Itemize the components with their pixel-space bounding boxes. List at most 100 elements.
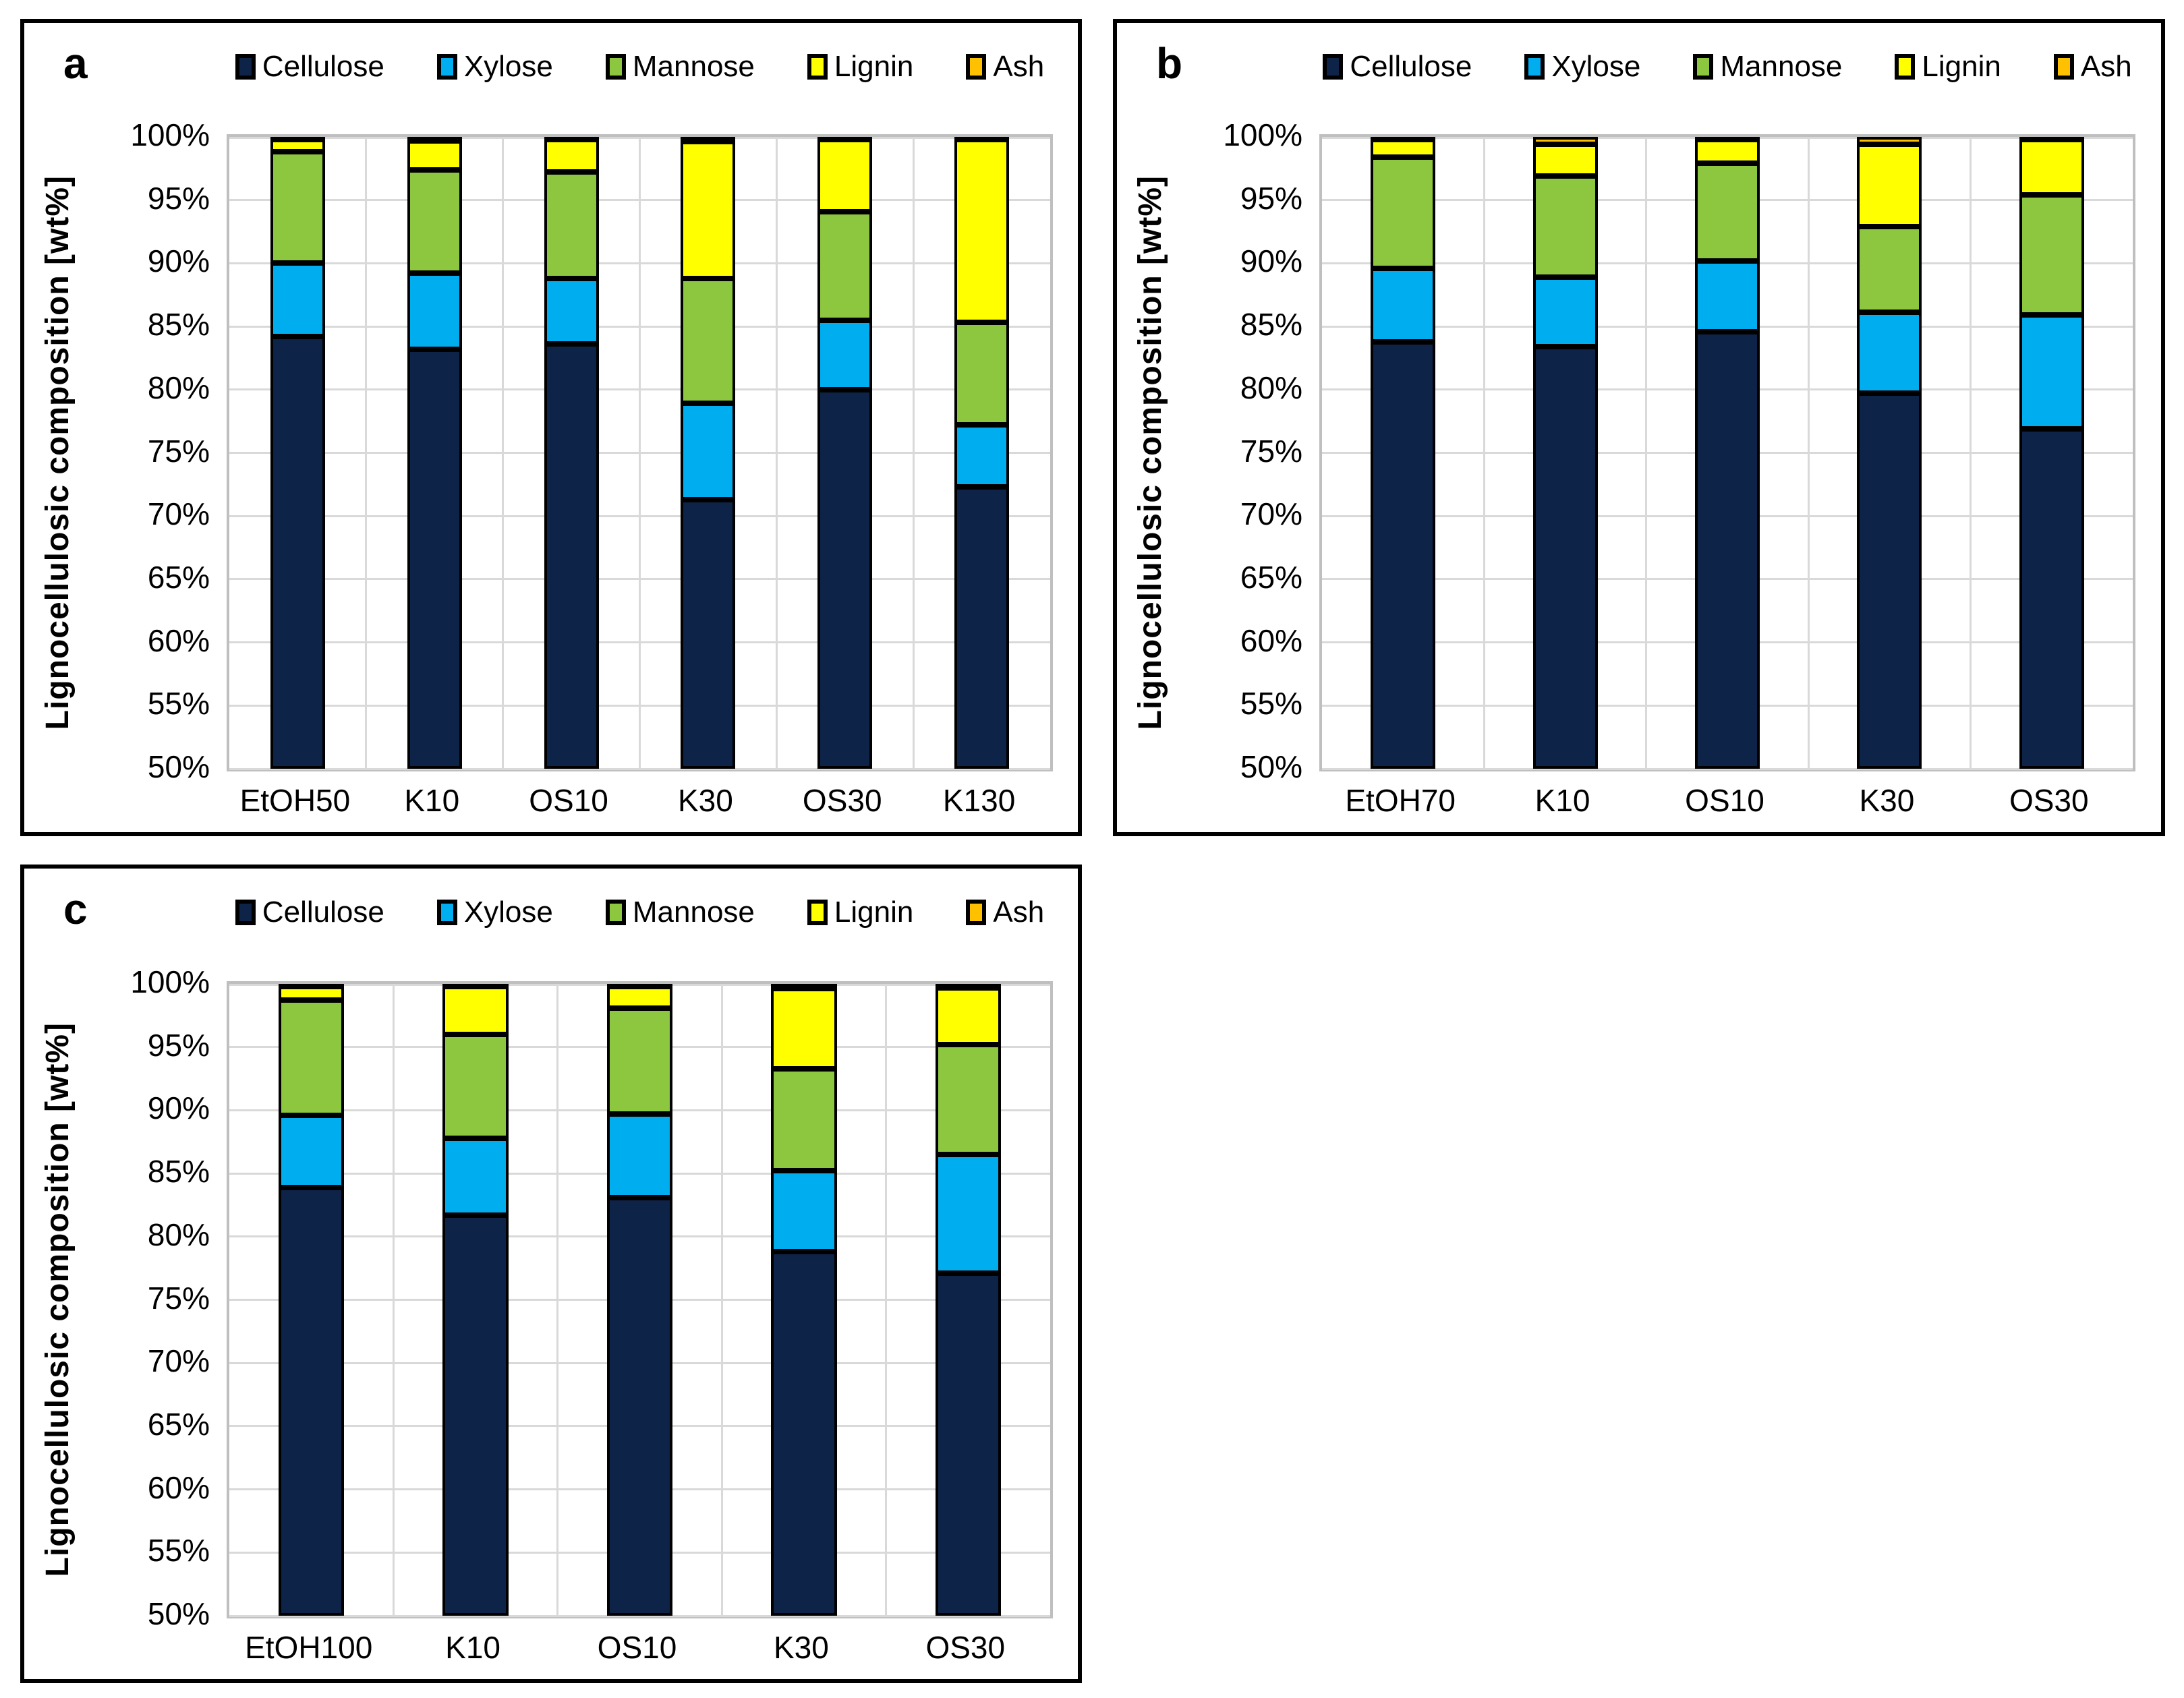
v-gridline	[1483, 137, 1485, 769]
y-tick-label: 55%	[147, 1533, 210, 1569]
bar-segment-ash	[935, 984, 1001, 989]
y-tick-label: 95%	[147, 180, 210, 216]
bar-segment-ash	[544, 137, 599, 142]
legend-item-ash: Ash	[966, 896, 1044, 929]
y-tick-label: 50%	[147, 749, 210, 784]
v-gridline	[720, 984, 723, 1616]
bar-segment-mannose	[2019, 195, 2084, 316]
x-category-label: OS10	[597, 1630, 677, 1665]
bar-segment-cellulose	[681, 499, 736, 769]
legend-label: Xylose	[463, 896, 553, 929]
x-category-label: EtOH50	[239, 783, 351, 818]
legend-swatch-ash	[966, 900, 987, 925]
x-category-label: K10	[1534, 783, 1590, 818]
v-gridline	[639, 137, 641, 769]
bar-segment-xylose	[407, 273, 462, 349]
y-tick-label: 65%	[147, 559, 210, 595]
legend-item-cellulose: Cellulose	[235, 50, 384, 84]
legend-item-xylose: Xylose	[1524, 50, 1640, 84]
y-tick-label: 70%	[1240, 496, 1302, 532]
bar-segment-mannose	[1694, 163, 1760, 261]
legend-label: Ash	[2080, 50, 2132, 83]
y-tick-label: 80%	[147, 370, 210, 405]
bar-segment-xylose	[1694, 260, 1760, 332]
bar-segment-mannose	[1532, 176, 1598, 277]
panel-letter-a: a	[63, 39, 88, 88]
y-tick-label: 90%	[1240, 243, 1302, 279]
legend-label: Lignin	[834, 50, 914, 83]
x-category-label: EtOH70	[1345, 783, 1456, 818]
bar-segment-mannose	[817, 211, 873, 320]
panel-c: c Cellulose Xylose Mannose Lignin Ash Lignoc…	[20, 865, 1082, 1683]
bar-segment-cellulose	[771, 1252, 837, 1616]
h-gridline	[1322, 767, 2133, 770]
bar-segment-mannose	[279, 1000, 345, 1115]
legend-label: Lignin	[1922, 50, 2001, 83]
legend-label: Cellulose	[262, 896, 384, 929]
bar-segment-ash	[1532, 137, 1598, 145]
bar-segment-xylose	[1371, 268, 1436, 342]
legend-swatch-xylose	[1524, 54, 1545, 80]
y-tick-label: 50%	[1240, 749, 1302, 784]
legend-swatch-cellulose	[1323, 54, 1344, 80]
legend-swatch-mannose	[605, 900, 626, 925]
legend-item-xylose: Xylose	[436, 50, 553, 84]
bar-segment-xylose	[2019, 315, 2084, 429]
x-category-label: K30	[677, 783, 733, 818]
legend-a: Cellulose Xylose Mannose Lignin Ash	[227, 50, 1053, 84]
bar-segment-xylose	[606, 1114, 673, 1198]
bar-segment-lignin	[1532, 144, 1598, 177]
bar-segment-cellulose	[270, 336, 325, 769]
y-tick-label: 60%	[1240, 622, 1302, 658]
plot-area-b	[1319, 134, 2135, 771]
legend-item-lignin: Lignin	[807, 896, 913, 929]
bar-segment-lignin	[681, 142, 736, 279]
legend-swatch-xylose	[436, 54, 457, 80]
bar-segment-ash	[681, 137, 736, 142]
y-tick-label: 85%	[147, 1154, 210, 1190]
y-tick-label: 65%	[147, 1406, 210, 1442]
bar-segment-cellulose	[1694, 331, 1760, 769]
bar-segment-mannose	[771, 1068, 837, 1171]
v-gridline	[365, 137, 368, 769]
x-category-label: OS30	[2009, 783, 2089, 818]
bar-segment-mannose	[544, 172, 599, 279]
legend-swatch-ash	[2053, 54, 2074, 80]
legend-label: Mannose	[632, 50, 755, 83]
x-category-label: K130	[942, 783, 1016, 818]
bar-segment-lignin	[2019, 138, 2084, 196]
bar-segment-cellulose	[407, 349, 462, 769]
legend-label: Lignin	[834, 896, 914, 929]
bar-segment-lignin	[817, 139, 873, 212]
bar-segment-xylose	[270, 263, 325, 337]
bar-segment-lignin	[1857, 144, 1922, 227]
legend-item-mannose: Mannose	[605, 50, 755, 84]
panel-a: a Cellulose Xylose Mannose Lignin Ash Lignoc…	[20, 19, 1082, 836]
bar-segment-lignin	[544, 139, 599, 173]
legend-item-xylose: Xylose	[436, 896, 553, 929]
legend-swatch-mannose	[1693, 54, 1714, 80]
legend-label: Mannose	[632, 896, 755, 929]
bar-segment-lignin	[935, 987, 1001, 1045]
y-tick-label: 55%	[1240, 686, 1302, 722]
legend-label: Cellulose	[262, 50, 384, 83]
bar-segment-cellulose	[279, 1187, 345, 1616]
panel-letter-b: b	[1156, 39, 1183, 88]
bar-segment-ash	[954, 137, 1010, 142]
bar-segment-cellulose	[606, 1197, 673, 1616]
bar-segment-ash	[771, 984, 837, 989]
legend-swatch-lignin	[807, 54, 828, 80]
bar-segment-mannose	[954, 322, 1010, 426]
panel-b: b Cellulose Xylose Mannose Lignin Ash Lignoc…	[1113, 19, 2165, 836]
legend-swatch-lignin	[807, 900, 828, 925]
y-tick-label: 85%	[147, 307, 210, 343]
bar-segment-ash	[1857, 137, 1922, 145]
bar-segment-xylose	[954, 425, 1010, 488]
bar-segment-ash	[279, 984, 345, 989]
legend-label: Mannose	[1720, 50, 1843, 83]
legend-c: Cellulose Xylose Mannose Lignin Ash	[227, 896, 1053, 929]
bar-segment-xylose	[771, 1171, 837, 1252]
y-tick-label: 75%	[147, 1280, 210, 1316]
legend-item-lignin: Lignin	[1895, 50, 2001, 84]
bar-segment-ash	[270, 137, 325, 142]
